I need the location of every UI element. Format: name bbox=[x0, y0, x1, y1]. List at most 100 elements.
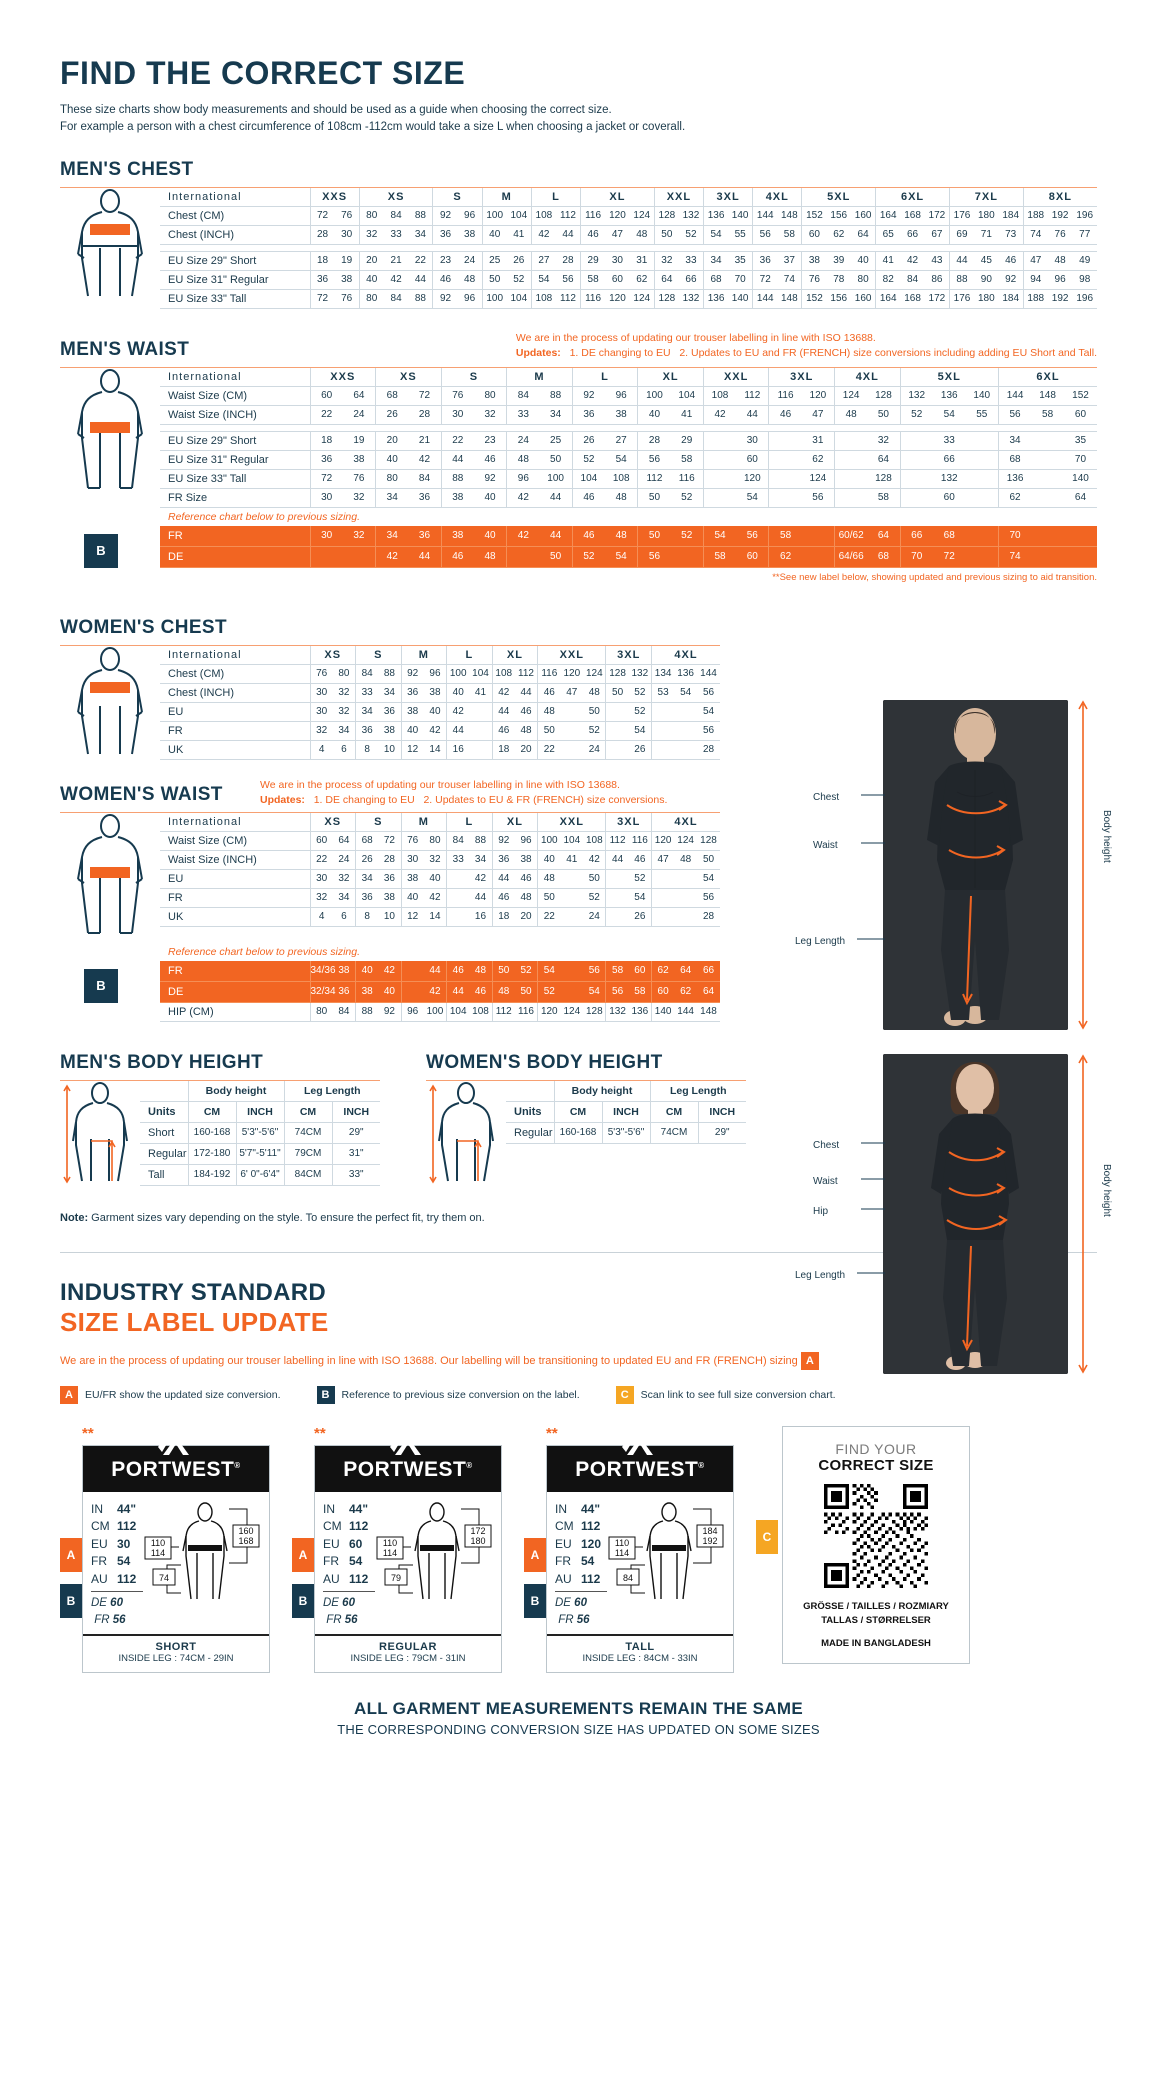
cell: 152 bbox=[801, 206, 827, 226]
cell: 54 bbox=[583, 981, 606, 1003]
cell bbox=[605, 869, 629, 889]
table-row: Waist Size (CM) 60 64 68 72 76 80 84 88 92 96 100 10… bbox=[160, 831, 720, 851]
cell: 54 bbox=[628, 888, 652, 908]
cell: 40 bbox=[473, 488, 507, 508]
cell: 20 bbox=[358, 251, 384, 271]
size-label-update-title: SIZE LABEL UPDATE bbox=[60, 1306, 329, 1337]
svg-text:114: 114 bbox=[151, 1548, 165, 1558]
cell bbox=[801, 525, 835, 547]
cell bbox=[834, 450, 868, 470]
cell: 54 bbox=[697, 869, 720, 889]
cell: 180 bbox=[974, 289, 999, 309]
leg-inch-value: 31" bbox=[331, 1143, 380, 1165]
col-group-4xl: 4XL bbox=[650, 812, 720, 832]
cell bbox=[1031, 525, 1064, 547]
cell: 40 bbox=[473, 525, 507, 547]
svg-text:160: 160 bbox=[238, 1526, 253, 1536]
cell: 134 bbox=[650, 664, 675, 684]
cell bbox=[605, 721, 629, 741]
cell: 65 bbox=[875, 225, 901, 245]
label-inside-leg: INSIDE LEG : 79CM - 31IN bbox=[350, 1653, 466, 1665]
updates-label: Updates: bbox=[515, 346, 561, 359]
cell: 76 bbox=[400, 831, 424, 851]
wbh-bh-inch: INCH bbox=[601, 1101, 650, 1123]
cell: 34 bbox=[332, 721, 356, 741]
col-group-xl: XL bbox=[637, 367, 704, 387]
cell bbox=[446, 907, 470, 927]
cell: 4 bbox=[309, 740, 333, 760]
cell: 47 bbox=[605, 225, 630, 245]
cell: 66 bbox=[697, 960, 720, 982]
cell: 33 bbox=[506, 405, 540, 425]
cell: 25 bbox=[539, 431, 573, 451]
bh-cm-value: 172-180 bbox=[187, 1143, 236, 1165]
garment-note-bold: Note: bbox=[60, 1211, 89, 1224]
cell: 50 bbox=[514, 981, 538, 1003]
mens-chest-table: International XXS XS S M L XL XXL 3XL 4X… bbox=[160, 187, 1097, 309]
label-figure-diagram: 110 114 172 180 79 bbox=[375, 1501, 493, 1628]
cell: 50 bbox=[539, 546, 573, 568]
table-row: DE 42 44 46 48 50 52 54 56 58 60 62 64/66 68 70 72 74 bbox=[160, 546, 1097, 568]
label-card-inner: PORTWEST® IN 44" CM 112 EU 30 FR 54 AU 112 DE 60 FR… bbox=[82, 1436, 270, 1674]
cell bbox=[965, 546, 999, 568]
cell: 132 bbox=[678, 206, 704, 226]
label-size-key: IN bbox=[91, 1501, 103, 1516]
cell: 84 bbox=[383, 289, 409, 309]
cell: 50 bbox=[637, 488, 671, 508]
cell: 36 bbox=[309, 450, 343, 470]
cell: 176 bbox=[948, 206, 975, 226]
row-label: FR bbox=[160, 960, 310, 982]
label-size-key: FR bbox=[555, 1554, 571, 1569]
cell: 84 bbox=[506, 386, 540, 406]
label-size-row: AU 112 bbox=[91, 1571, 143, 1588]
cell: 28 bbox=[697, 740, 720, 760]
cell: 46 bbox=[473, 450, 507, 470]
cell: 34 bbox=[355, 702, 379, 722]
cell: 42 bbox=[378, 960, 402, 982]
cell: 29 bbox=[580, 251, 606, 271]
cell: 88 bbox=[355, 1002, 379, 1022]
cell: 68 bbox=[375, 386, 409, 406]
table-row: FR 30 32 34 36 38 40 42 44 46 48 50 52 54 56 58 60/62 64 6… bbox=[160, 525, 1097, 547]
male-label-waist: Waist bbox=[813, 840, 838, 851]
cell: 24 bbox=[583, 740, 606, 760]
cell: 124 bbox=[629, 206, 655, 226]
cell: 92 bbox=[473, 469, 507, 489]
qr-code-icon[interactable] bbox=[824, 1483, 928, 1588]
male-figure-height bbox=[60, 1081, 140, 1186]
cell bbox=[834, 431, 868, 451]
col-group-xxs: XXS bbox=[309, 187, 360, 207]
cell: 50 bbox=[867, 405, 901, 425]
cell: 52 bbox=[899, 405, 933, 425]
cell: 38 bbox=[400, 702, 424, 722]
cell: 37 bbox=[777, 251, 802, 271]
label-size-value: 44" bbox=[581, 1501, 601, 1516]
cell: 33 bbox=[932, 431, 966, 451]
badge-a-inline: A bbox=[800, 1351, 819, 1370]
cell bbox=[670, 546, 704, 568]
cell: 32 bbox=[332, 683, 356, 703]
cell: 50 bbox=[539, 450, 573, 470]
cell: 156 bbox=[826, 206, 852, 226]
cell: 40 bbox=[375, 450, 409, 470]
bh-inch-value: 5'3"-5'6" bbox=[601, 1122, 650, 1144]
cell: 74 bbox=[777, 270, 802, 290]
female-label-waist: Waist bbox=[813, 1176, 838, 1187]
cell: 8 bbox=[355, 907, 379, 927]
cell: 36 bbox=[355, 721, 379, 741]
cell bbox=[400, 960, 424, 982]
row-label: Waist Size (INCH) bbox=[160, 850, 310, 870]
bh-row-name: Tall bbox=[140, 1164, 188, 1186]
cell: 144 bbox=[752, 289, 778, 309]
cell: 42 bbox=[423, 981, 447, 1003]
wbh-leg-inch: INCH bbox=[697, 1101, 746, 1123]
row-label: DE bbox=[160, 546, 310, 568]
cell: 66 bbox=[899, 525, 933, 547]
row-label: EU Size 31" Regular bbox=[160, 450, 310, 470]
womens-bh-body: Regular 160-168 5'3"-5'6" 74CM 29" bbox=[506, 1122, 746, 1144]
col-group-l: L bbox=[446, 645, 493, 665]
col-group-xs: XS bbox=[309, 812, 356, 832]
womens-body-height-table: Body height Leg Length Units CM INCH CM … bbox=[506, 1080, 746, 1144]
cell: 54 bbox=[932, 405, 966, 425]
cell: 80 bbox=[473, 386, 507, 406]
